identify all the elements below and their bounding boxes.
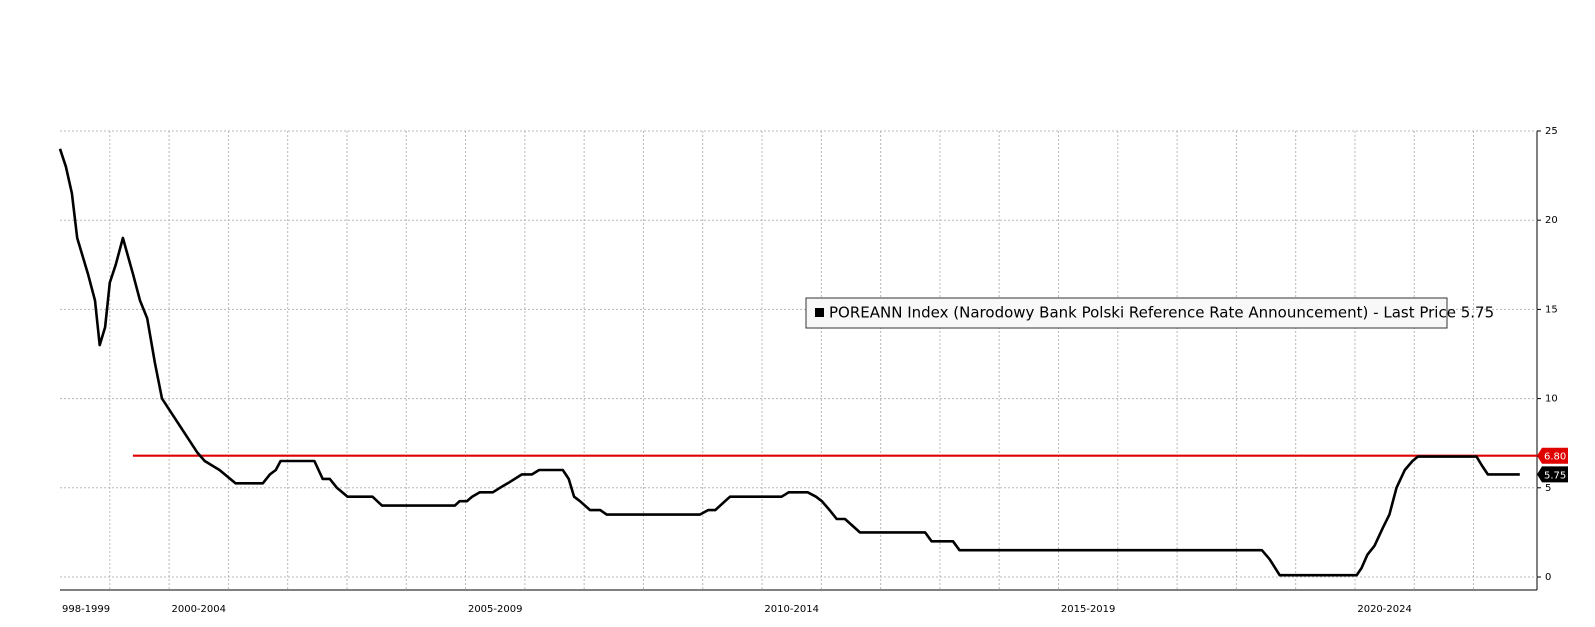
- legend-label: POREANN Index (Narodowy Bank Polski Refe…: [829, 304, 1494, 322]
- y-tick-label: 0: [1545, 572, 1551, 583]
- legend-swatch: [815, 308, 824, 317]
- last-price-label: 5.75: [1544, 470, 1566, 481]
- x-tick-label: 2015-2019: [1061, 604, 1116, 615]
- y-tick-label: 10: [1545, 394, 1558, 405]
- x-tick-label: 2020-2024: [1357, 604, 1412, 615]
- y-tick-label: 25: [1545, 126, 1558, 137]
- last-price-tag: [1537, 466, 1568, 483]
- y-tick-label: 5: [1545, 483, 1551, 494]
- reference-tag: [1537, 447, 1568, 464]
- x-tick-label: 2005-2009: [468, 604, 523, 615]
- y-tick-label: 15: [1545, 304, 1558, 315]
- reference-label: 6.80: [1544, 452, 1566, 463]
- legend-box: [805, 297, 1448, 329]
- x-tick-label: 2010-2014: [764, 604, 819, 615]
- y-tick-label: 20: [1545, 215, 1558, 226]
- x-tick-label: 2000-2004: [171, 604, 226, 615]
- x-tick-label: 998-1999: [62, 604, 110, 615]
- line: [58, 148, 1520, 577]
